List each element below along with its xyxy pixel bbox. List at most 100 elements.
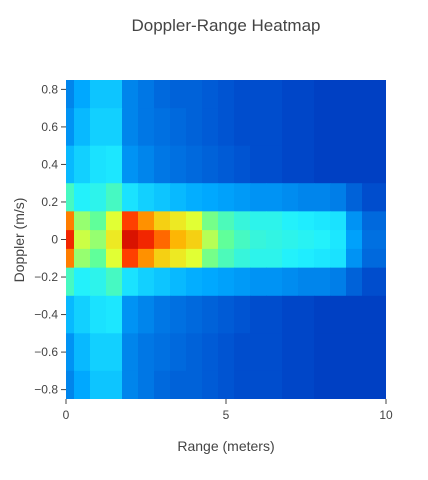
heatmap-cell [234,267,251,297]
heatmap-cell [346,267,363,297]
heatmap-cell [362,248,379,269]
heatmap-cell [90,183,107,212]
heatmap-cell [378,295,386,334]
heatmap-cell [362,267,379,297]
heatmap-cell [122,370,139,399]
heatmap-cell [202,248,219,269]
heatmap-cell [298,145,315,184]
heatmap-cell [154,80,171,109]
heatmap-cell [282,295,299,334]
heatmap-cell [266,295,283,334]
heatmap-cell [218,211,235,231]
heatmap-cell [346,370,363,399]
heatmap-cell [282,145,299,184]
heatmap-cell [298,370,315,399]
heatmap-cell [298,333,315,372]
heatmap-cell [362,295,379,334]
heatmap-cell [186,267,203,297]
heatmap-cell [378,248,386,269]
heatmap-cell [378,108,386,147]
heatmap-cell [186,145,203,184]
heatmap-cell [122,211,139,231]
heatmap-cell [154,108,171,147]
heatmap-cell [202,145,219,184]
heatmap-cell [266,248,283,269]
heatmap-cell [330,183,347,212]
heatmap-cell [66,183,75,212]
heatmap-cell [250,370,267,399]
heatmap-cell [154,145,171,184]
heatmap-cell [74,108,91,147]
heatmap-cell [330,80,347,109]
heatmap-cell [106,145,123,184]
heatmap-cell [378,80,386,109]
heatmap-cell [66,248,75,269]
heatmap-cell [346,183,363,212]
heatmap-cell [346,145,363,184]
heatmap-cell [186,80,203,109]
heatmap-cell [186,370,203,399]
heatmap-cell [186,108,203,147]
heatmap-cell [282,80,299,109]
heatmap-cell [234,108,251,147]
heatmap-cell [202,80,219,109]
heatmap-cell [250,183,267,212]
heatmap-cell [346,230,363,250]
heatmap-cell [74,230,91,250]
x-tick-label: 0 [63,408,70,422]
heatmap-cell [106,108,123,147]
heatmap-cell [362,145,379,184]
heatmap-cell [298,183,315,212]
heatmap-cell [74,333,91,372]
heatmap-cell [298,108,315,147]
heatmap-cell [330,211,347,231]
heatmap-cell [330,370,347,399]
x-axis: 0 5 10 [63,399,393,422]
heatmap-cell [218,267,235,297]
y-tick-label: 0.8 [41,82,58,96]
heatmap-cell [138,183,155,212]
heatmap-cell [74,370,91,399]
heatmap-cell [346,333,363,372]
heatmap-cell [74,183,91,212]
heatmap-cell [170,370,187,399]
heatmap-cell [314,108,331,147]
heatmap-cell [314,267,331,297]
heatmap-cell [234,80,251,109]
heatmap-cell [362,108,379,147]
heatmap-cell [378,370,386,399]
heatmap-cell [202,295,219,334]
heatmap-cell [378,333,386,372]
heatmap-cell [154,370,171,399]
heatmap-cell [122,230,139,250]
y-tick-label: −0.8 [34,383,58,397]
heatmap-cell [202,211,219,231]
heatmap-cell [362,333,379,372]
heatmap-cell [154,211,171,231]
heatmap-cell [106,183,123,212]
heatmap-cell [106,370,123,399]
heatmap-cell [154,333,171,372]
heatmap-cell [170,145,187,184]
heatmap-cell [298,267,315,297]
heatmap-cell [266,108,283,147]
heatmap-cell [90,230,107,250]
heatmap-cell [122,295,139,334]
heatmap-cell [218,248,235,269]
heatmap-cell [282,370,299,399]
heatmap-cell [330,267,347,297]
heatmap-cell [138,295,155,334]
heatmap-cell [66,370,75,399]
heatmap-cell [266,80,283,109]
heatmap-cell [218,230,235,250]
heatmap-cell [138,145,155,184]
y-tick-label: 0 [51,233,58,247]
heatmap-cell [122,333,139,372]
heatmap-cell [362,80,379,109]
y-tick-label: −0.6 [34,345,58,359]
heatmap-cell [234,370,251,399]
y-tick-label: 0.2 [41,195,58,209]
heatmap-cell [138,230,155,250]
heatmap-cell [218,295,235,334]
heatmap-cell [202,183,219,212]
